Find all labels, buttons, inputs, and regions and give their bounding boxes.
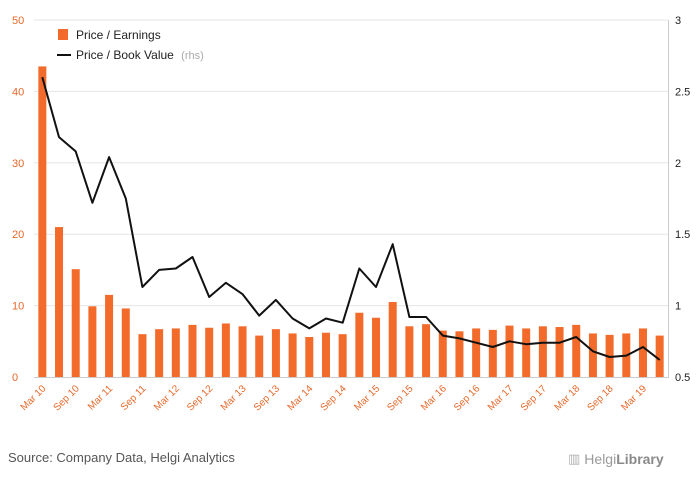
y-left-tick-label: 30 xyxy=(12,158,24,170)
bar xyxy=(388,302,397,377)
bar xyxy=(588,333,597,377)
y-right-tick-label: 0.5 xyxy=(675,372,690,384)
bar xyxy=(155,329,164,377)
brand-name-bold: Library xyxy=(616,451,664,467)
bar xyxy=(538,326,547,377)
x-tick-label: Sep 17 xyxy=(519,383,549,413)
bar xyxy=(338,334,347,377)
bar xyxy=(88,306,97,377)
bar xyxy=(71,269,80,377)
bar xyxy=(422,324,431,377)
bar xyxy=(572,324,581,377)
bar xyxy=(105,294,114,377)
bar xyxy=(121,308,130,377)
y-right-tick-label: 1 xyxy=(675,301,681,313)
legend-rhs-tag: (rhs) xyxy=(181,50,204,62)
bar xyxy=(205,327,214,377)
x-tick-label: Sep 12 xyxy=(185,383,215,413)
x-tick-label: Mar 15 xyxy=(352,383,382,413)
legend-label-pe: Price / Earnings xyxy=(76,28,161,42)
bar xyxy=(605,334,614,377)
bar xyxy=(305,337,314,377)
y-left-tick-label: 20 xyxy=(12,229,24,241)
x-tick-label: Mar 17 xyxy=(486,383,516,413)
bar xyxy=(438,330,447,377)
bar xyxy=(505,325,514,377)
bar xyxy=(55,227,64,377)
x-tick-label: Sep 13 xyxy=(252,383,282,413)
y-left-tick-label: 10 xyxy=(12,301,24,313)
x-tick-label: Mar 11 xyxy=(86,383,116,413)
y-left-tick-label: 0 xyxy=(12,372,18,384)
x-tick-label: Mar 14 xyxy=(286,383,316,413)
bar xyxy=(255,335,264,377)
x-tick-label: Sep 18 xyxy=(586,383,616,413)
bar xyxy=(138,334,147,377)
bar xyxy=(655,335,664,377)
source-note: Source: Company Data, Helgi Analytics xyxy=(8,450,235,465)
bar xyxy=(238,326,247,377)
brand-logo: ▥ HelgiLibrary xyxy=(568,451,664,467)
legend: Price / Earnings Price / Book Value (rhs… xyxy=(57,28,204,62)
y-left-tick-label: 50 xyxy=(12,15,24,27)
x-tick-label: Mar 10 xyxy=(19,383,49,413)
y-left-tick-label: 40 xyxy=(12,86,24,98)
brand-name: HelgiLibrary xyxy=(584,451,663,467)
x-tick-label: Mar 19 xyxy=(619,383,649,413)
bar xyxy=(355,312,364,377)
bar xyxy=(405,326,414,377)
bar xyxy=(38,66,47,377)
bar xyxy=(522,328,531,377)
x-tick-label: Sep 16 xyxy=(452,383,482,413)
y-right-tick-label: 2.5 xyxy=(675,86,690,98)
bar xyxy=(488,329,497,377)
y-right-tick-label: 3 xyxy=(675,15,681,27)
legend-label-pbv: Price / Book Value (rhs) xyxy=(76,48,204,62)
bar xyxy=(372,317,381,377)
left-axis: 0 10 20 30 40 50 xyxy=(12,15,24,384)
library-building-icon: ▥ xyxy=(568,451,581,466)
legend-bar-swatch xyxy=(58,29,68,40)
line-series xyxy=(41,76,661,361)
x-tick-label: Mar 16 xyxy=(419,383,449,413)
right-axis: 0.5 1 1.5 2 2.5 3 xyxy=(675,15,690,384)
bar xyxy=(271,329,280,377)
x-tick-label: Mar 18 xyxy=(553,383,583,413)
bar xyxy=(455,331,464,377)
bar xyxy=(171,328,180,377)
x-tick-label: Sep 11 xyxy=(119,383,149,413)
bar xyxy=(188,324,197,377)
bar xyxy=(288,333,297,377)
brand-name-light: Helgi xyxy=(584,451,617,467)
line-path xyxy=(41,76,661,361)
bar xyxy=(555,327,564,377)
y-right-tick-label: 2 xyxy=(675,158,681,170)
bar xyxy=(472,328,481,377)
bar xyxy=(321,332,330,377)
bar xyxy=(638,328,647,377)
x-tick-label: Sep 15 xyxy=(385,383,415,413)
x-tick-label: Sep 10 xyxy=(52,383,82,413)
legend-label-pbv-text: Price / Book Value xyxy=(76,48,174,62)
x-axis-ticks: Mar 10 Sep 10 Mar 11 Sep 11 Mar 12 Sep 12 Mar … xyxy=(19,383,650,414)
x-tick-label: Mar 12 xyxy=(152,383,182,413)
x-tick-label: Sep 14 xyxy=(319,383,349,413)
gridlines xyxy=(34,19,668,307)
y-right-tick-label: 1.5 xyxy=(675,229,690,241)
bar xyxy=(221,323,230,377)
x-tick-label: Mar 13 xyxy=(219,383,249,413)
bar-series xyxy=(38,66,664,377)
